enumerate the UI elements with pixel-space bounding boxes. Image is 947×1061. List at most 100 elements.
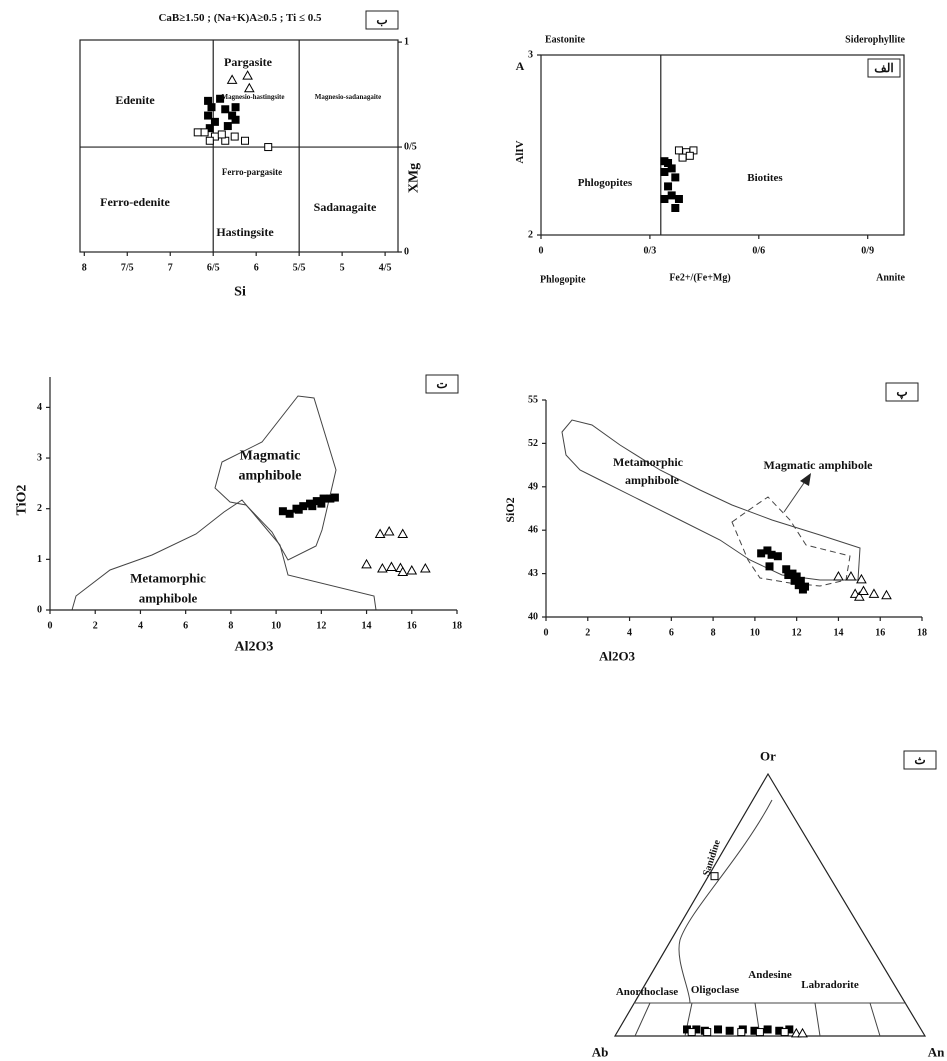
x-tick-label: 2 <box>93 621 98 632</box>
region-label: Pargasite <box>224 55 273 69</box>
y-tick-label: 1 <box>404 37 409 48</box>
data-point <box>725 1026 734 1035</box>
y-tick-label: 43 <box>528 568 538 579</box>
data-point <box>790 576 799 585</box>
data-point <box>660 195 669 203</box>
data-point <box>678 153 687 162</box>
region-label: Magnesio-sadanagaite <box>315 93 382 101</box>
region-label: Annite <box>876 273 905 284</box>
x-tick-label: 16 <box>875 628 885 639</box>
x-tick-label: 7/5 <box>121 263 134 274</box>
data-point <box>204 111 213 120</box>
data-point <box>667 164 676 173</box>
data-point <box>243 82 255 93</box>
data-point <box>397 566 409 577</box>
data-point <box>660 168 669 176</box>
metamorphic-field <box>71 499 377 611</box>
data-point <box>703 1028 712 1037</box>
data-point <box>285 509 294 518</box>
y-tick-label: 55 <box>528 395 538 406</box>
data-point <box>205 136 214 145</box>
region-label: amphibole <box>625 473 680 487</box>
sanidine-boundary <box>678 799 773 1004</box>
data-point <box>845 570 857 581</box>
ternary-triangle <box>613 772 927 1037</box>
vertex-label: Ab <box>592 1045 609 1060</box>
data-point <box>231 103 240 112</box>
x-tick-label: 8 <box>82 263 87 274</box>
data-point <box>763 546 772 555</box>
region-label: A <box>516 59 525 73</box>
vertex-label: Or <box>760 749 776 764</box>
metamorphic-field <box>561 419 861 581</box>
data-point <box>798 585 807 594</box>
region-label: Sanidine <box>701 838 723 877</box>
magmatic-field <box>731 496 851 587</box>
y-tick-label: 4 <box>37 402 42 413</box>
data-point <box>714 1025 723 1034</box>
x-tick-label: 0/6 <box>752 246 765 257</box>
data-point <box>216 94 225 103</box>
y-tick-label: 52 <box>528 438 538 449</box>
y-tick-label: 2 <box>528 230 533 241</box>
data-point <box>674 146 683 155</box>
data-point <box>377 562 388 573</box>
data-point <box>671 173 680 182</box>
region-label: Magnesio-hastingsite <box>222 93 285 101</box>
data-point <box>671 204 680 212</box>
x-axis-label: Fe2+/(Fe+Mg) <box>669 273 730 284</box>
panel-label-box <box>867 58 901 78</box>
x-tick-label: 10 <box>750 628 760 639</box>
data-point <box>868 588 880 598</box>
x-tick-label: 14 <box>362 621 372 632</box>
data-point <box>242 70 253 80</box>
region-label: Edenite <box>115 93 155 107</box>
x-tick-label: 4 <box>627 628 632 639</box>
x-tick-label: 18 <box>917 628 927 639</box>
x-tick-label: 6/5 <box>207 263 220 274</box>
y-tick-label: 40 <box>528 612 538 623</box>
data-point <box>294 505 303 514</box>
y-tick-label: 2 <box>37 503 42 514</box>
data-point <box>317 499 326 508</box>
x-axis-label: Al2O3 <box>235 640 274 655</box>
data-point <box>858 585 869 595</box>
data-point <box>853 591 865 601</box>
region-label: Anorthoclase <box>616 986 678 998</box>
x-tick-label: 5/5 <box>293 263 306 274</box>
arrow-head <box>800 473 811 486</box>
data-point <box>784 571 793 580</box>
data-point <box>223 122 232 131</box>
region-label: Oligoclase <box>691 984 739 996</box>
x-tick-label: 5 <box>340 263 345 274</box>
data-point <box>217 130 226 139</box>
data-point <box>797 1027 808 1038</box>
region-label: Hastingsite <box>216 225 274 239</box>
data-point <box>231 115 240 124</box>
data-point <box>710 872 719 881</box>
data-point <box>386 561 397 571</box>
data-point <box>856 573 867 584</box>
plot-frame <box>79 39 399 253</box>
y-tick-label: 3 <box>37 453 42 464</box>
y-tick-label: 0/5 <box>404 142 417 153</box>
data-point <box>205 124 214 133</box>
x-tick-label: 0 <box>544 628 549 639</box>
data-point <box>737 1028 746 1037</box>
x-tick-label: 0 <box>48 621 53 632</box>
data-point <box>790 1027 802 1038</box>
y-tick-label: 49 <box>528 481 538 492</box>
panel-label: پ <box>896 385 907 399</box>
region-label: Eastonite <box>545 35 586 46</box>
data-point <box>200 128 209 137</box>
data-point <box>685 151 694 160</box>
data-point <box>833 570 844 581</box>
y-tick-label: 0 <box>404 247 409 258</box>
region-label: Sadanagaite <box>314 200 377 214</box>
x-tick-label: 0/9 <box>861 246 874 257</box>
data-point <box>667 191 676 200</box>
data-point <box>765 562 774 571</box>
plot-frame <box>540 54 905 236</box>
y-tick-label: 46 <box>528 525 538 536</box>
x-tick-label: 12 <box>316 621 326 632</box>
